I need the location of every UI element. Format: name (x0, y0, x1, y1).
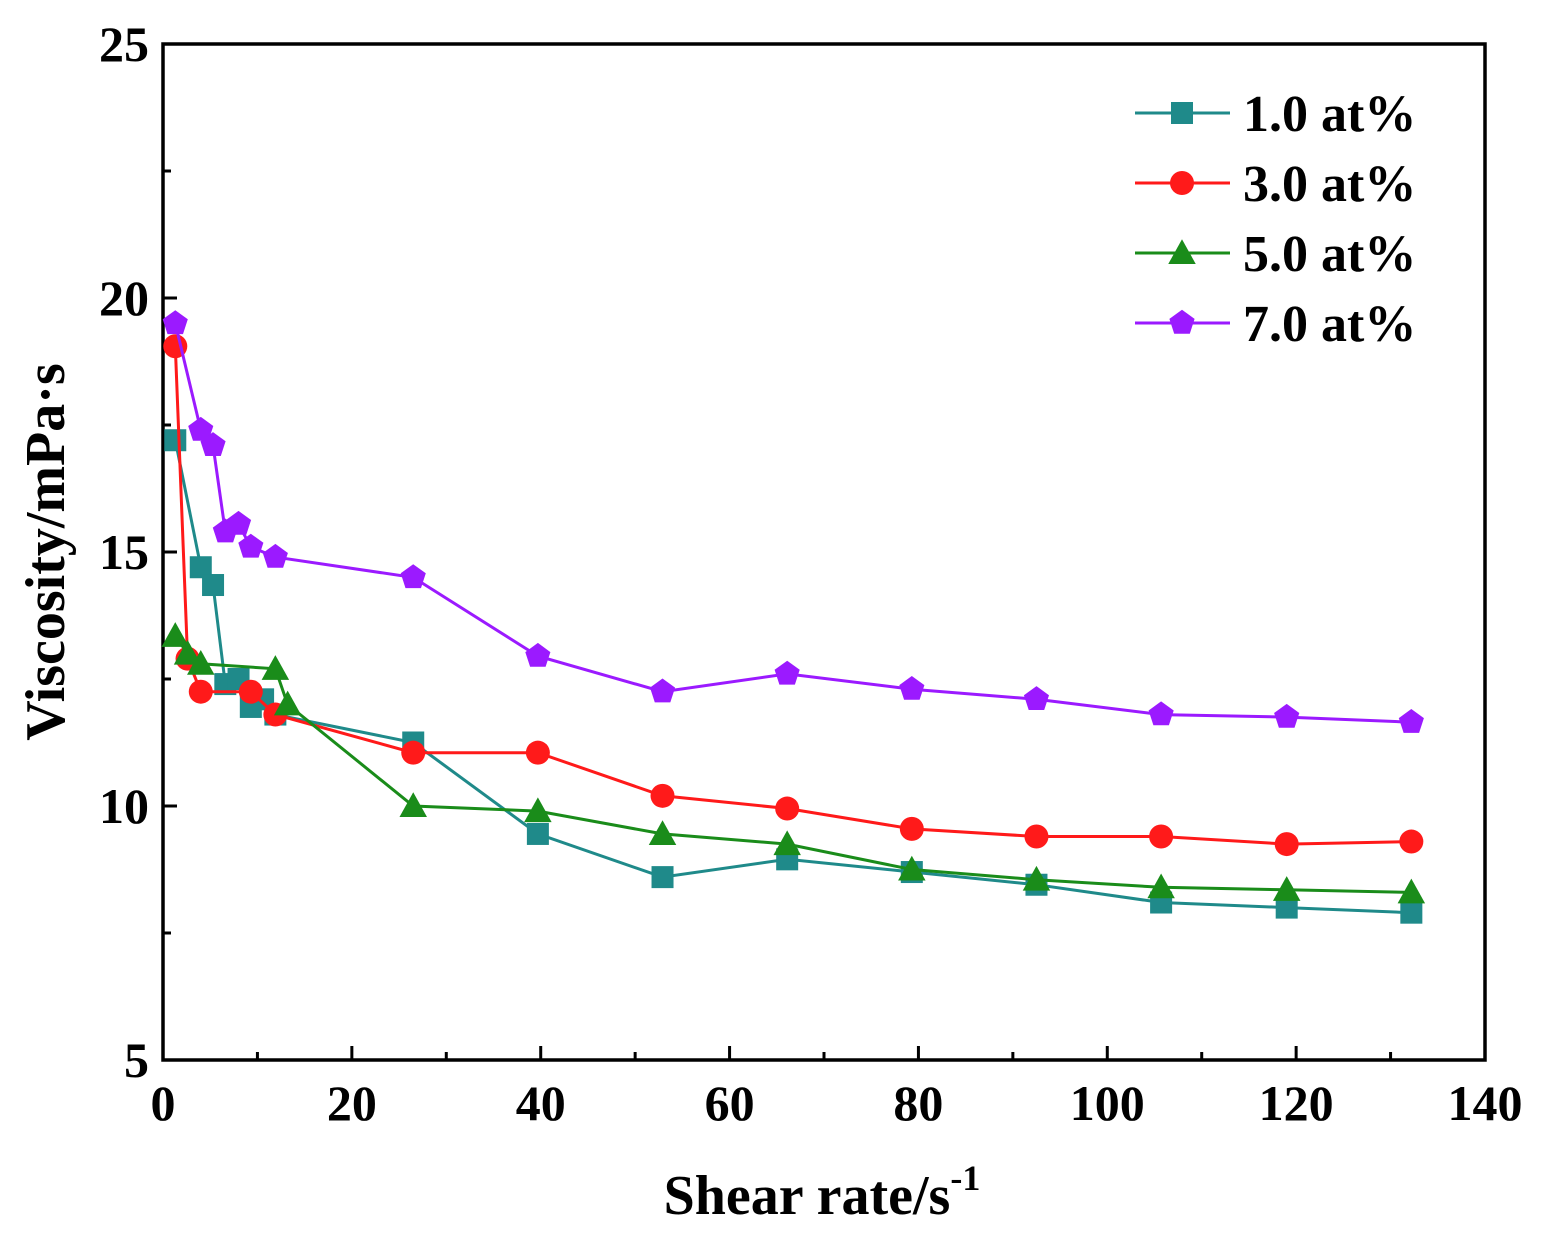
data-point (651, 866, 674, 889)
data-point (899, 676, 925, 700)
data-point (238, 533, 264, 558)
data-point (1274, 703, 1300, 728)
series-2 (163, 334, 1424, 857)
legend: 1.0 at% 3.0 at% 5.0 at% 7.0 at% (1135, 86, 1416, 353)
data-point (525, 642, 551, 667)
data-point (1397, 878, 1426, 904)
data-point (526, 822, 549, 845)
data-point (1149, 824, 1174, 849)
y-tick-label: 25 (99, 16, 149, 72)
y-tick-label: 15 (99, 524, 149, 580)
data-point (401, 740, 426, 765)
data-point (187, 650, 215, 675)
data-point (648, 820, 677, 845)
data-point (173, 639, 202, 665)
data-point (650, 678, 676, 703)
data-point (1274, 832, 1299, 857)
y-tick-label: 10 (99, 778, 149, 834)
data-point (1400, 901, 1423, 924)
data-point (650, 783, 675, 808)
x-axis-title: Shear rate/s-1 (664, 1158, 981, 1227)
x-tick-label: 20 (327, 1075, 377, 1131)
data-point (774, 660, 800, 685)
data-point (899, 816, 924, 841)
data-point (189, 556, 212, 579)
legend-item: 3.0 at% (1135, 156, 1416, 213)
x-tick-label: 140 (1448, 1075, 1523, 1131)
legend-label: 7.0 at% (1243, 296, 1416, 353)
data-point (399, 792, 427, 817)
x-tick-labels: 0 20 40 60 80 100 120 140 (151, 1075, 1523, 1131)
y-tick-label: 20 (99, 270, 149, 326)
data-point (238, 679, 263, 704)
series-line (173, 346, 1412, 846)
legend-item: 7.0 at% (1135, 296, 1416, 353)
data-point (202, 574, 225, 597)
data-point (1275, 896, 1298, 919)
x-tick-label: 80 (893, 1075, 943, 1131)
data-point (773, 830, 801, 856)
series-line (173, 323, 1412, 724)
data-point (1398, 709, 1424, 733)
data-point (162, 310, 188, 335)
y-tick-labels: 5 10 15 20 25 (99, 16, 149, 1088)
data-point (188, 679, 213, 704)
data-point (161, 622, 190, 647)
series-layer (161, 310, 1426, 924)
series-line (174, 634, 1412, 894)
axis-ticks (161, 42, 1487, 1062)
legend-marker (1169, 309, 1195, 334)
data-point (775, 796, 800, 821)
y-axis-title: Viscosity/mPa·s (15, 363, 77, 740)
x-tick-label: 60 (705, 1075, 755, 1131)
data-point (188, 416, 214, 441)
data-point (262, 543, 288, 568)
data-point (1023, 686, 1049, 710)
x-tick-label: 40 (516, 1075, 566, 1131)
data-point (164, 429, 187, 452)
series-3 (161, 622, 1426, 904)
data-point (1147, 873, 1175, 899)
x-tick-label: 120 (1259, 1075, 1334, 1131)
data-point (1272, 876, 1301, 901)
data-point (898, 855, 926, 881)
data-point (1024, 824, 1049, 849)
legend-label: 1.0 at% (1243, 86, 1416, 143)
data-point (1399, 829, 1424, 854)
y-tick-label: 5 (124, 1032, 149, 1088)
legend-label: 5.0 at% (1243, 226, 1416, 283)
data-point (1022, 865, 1051, 891)
data-point (200, 432, 226, 456)
series-4 (162, 310, 1424, 733)
data-point (273, 690, 302, 716)
data-point (226, 510, 252, 535)
legend-marker (1171, 102, 1193, 124)
legend-marker (1168, 239, 1196, 264)
data-point (400, 564, 426, 589)
legend-label: 3.0 at% (1243, 156, 1416, 213)
data-point (524, 797, 552, 823)
data-point (1148, 701, 1174, 726)
legend-marker (1170, 171, 1194, 195)
data-point (261, 655, 290, 680)
x-tick-label: 100 (1070, 1075, 1145, 1131)
data-point (525, 740, 550, 765)
legend-item: 1.0 at% (1135, 86, 1416, 143)
x-tick-label: 0 (151, 1075, 176, 1131)
legend-item: 5.0 at% (1135, 226, 1416, 283)
